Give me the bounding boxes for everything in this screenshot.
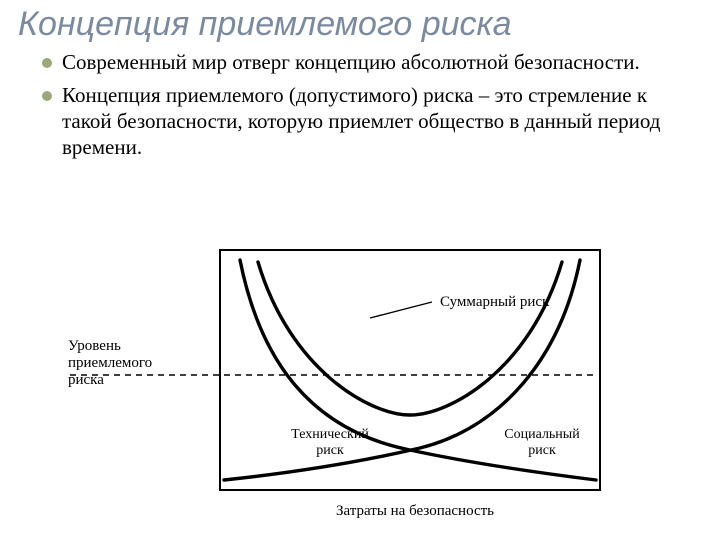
bullet-dot-icon xyxy=(42,58,52,68)
slide: Концепция приемлемого риска Современный … xyxy=(0,0,720,540)
bullet-item: Современный мир отверг концепцию абсолют… xyxy=(42,49,684,75)
bullet-text: Концепция приемлемого (допустимого) риск… xyxy=(62,82,684,161)
slide-title: Концепция приемлемого риска xyxy=(0,0,720,45)
svg-text:Технический: Технический xyxy=(291,427,369,442)
svg-text:Затраты на безопасность: Затраты на безопасность xyxy=(336,503,494,519)
svg-text:приемлемого: приемлемого xyxy=(68,355,152,371)
svg-text:Уровень: Уровень xyxy=(68,338,121,354)
bullet-text: Современный мир отверг концепцию абсолют… xyxy=(62,49,640,75)
risk-chart-svg: УровеньприемлемогорискаТехническийрискСо… xyxy=(0,240,720,540)
risk-chart: УровеньприемлемогорискаТехническийрискСо… xyxy=(0,240,720,540)
svg-text:Социальный: Социальный xyxy=(504,427,580,442)
svg-text:риск: риск xyxy=(528,443,556,458)
svg-text:риск: риск xyxy=(316,443,344,458)
bullet-list: Современный мир отверг концепцию абсолют… xyxy=(0,45,720,160)
svg-text:риска: риска xyxy=(68,372,104,388)
bullet-dot-icon xyxy=(42,91,52,101)
bullet-item: Концепция приемлемого (допустимого) риск… xyxy=(42,82,684,161)
svg-text:Суммарный риск: Суммарный риск xyxy=(440,294,550,310)
